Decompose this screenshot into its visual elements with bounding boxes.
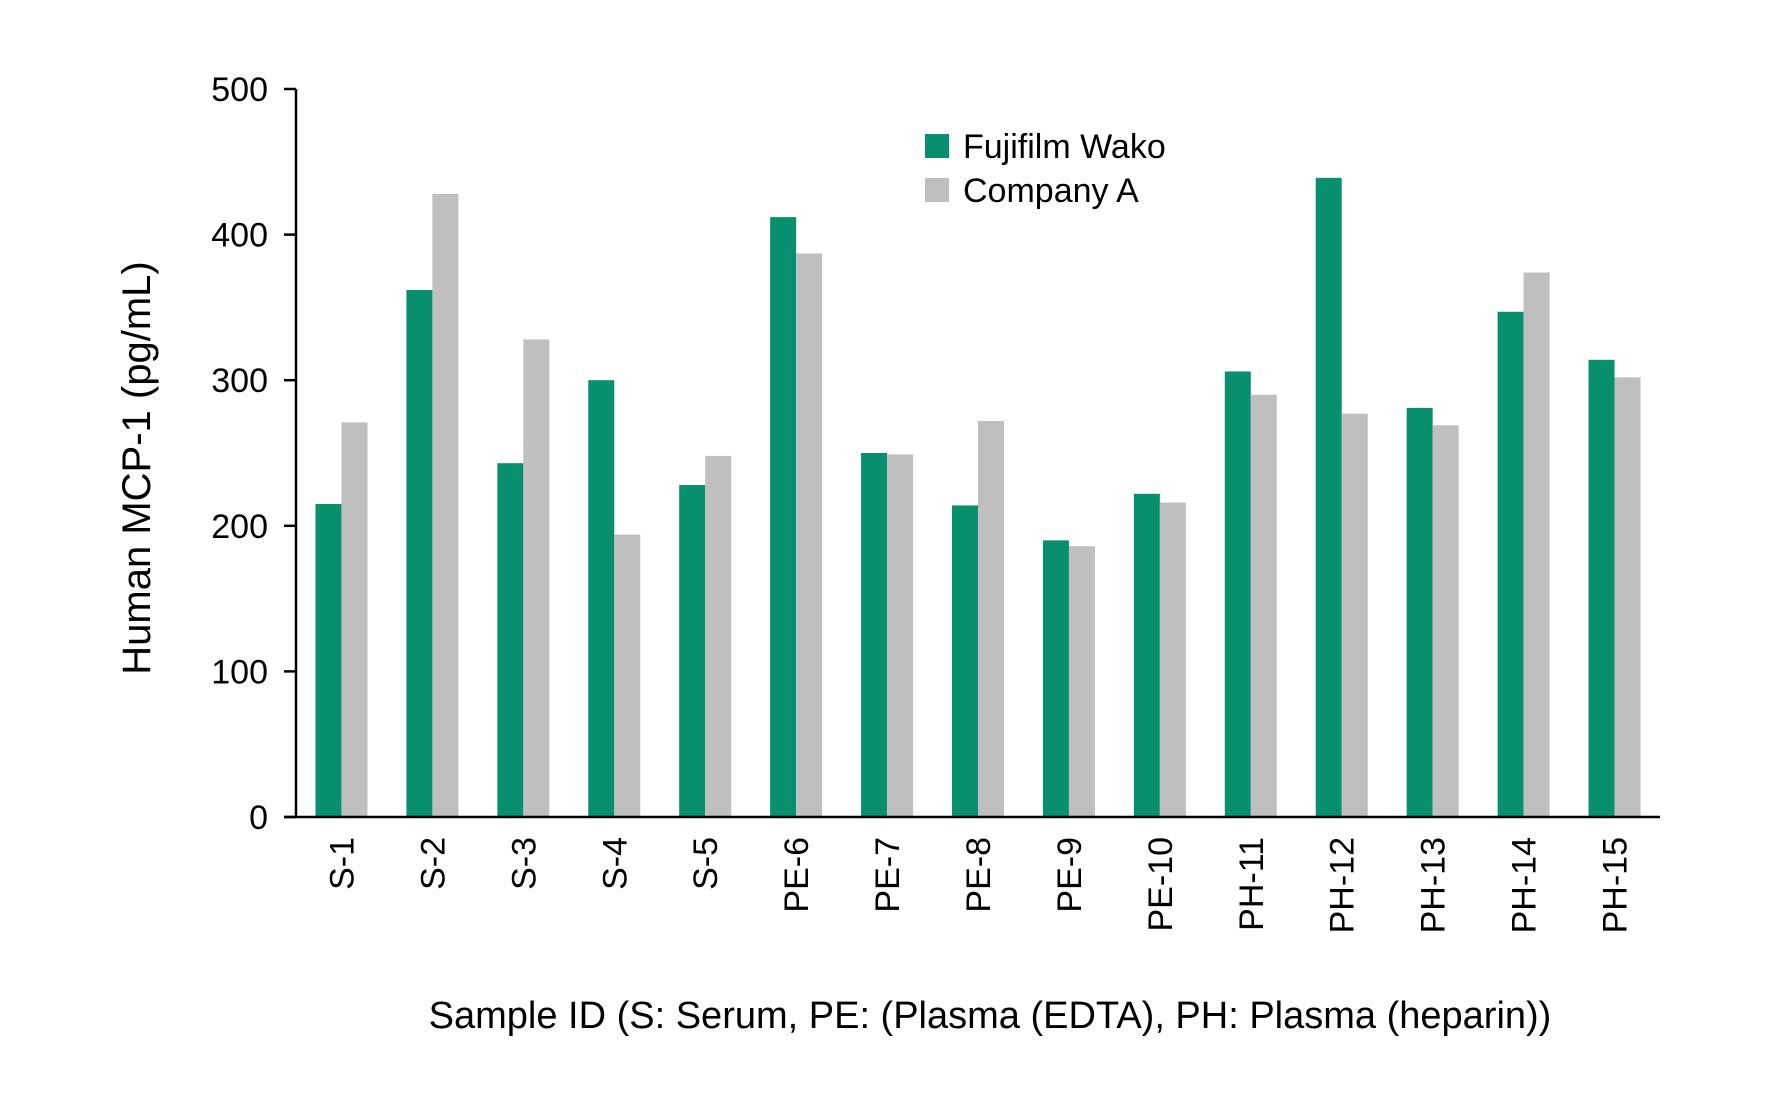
legend-swatch-company-a bbox=[925, 178, 949, 202]
x-axis-tick-labels: S-1 S-2 S-3 S-4 S-5 PE-6 PE-7 PE-8 PE-9 PE-10 PH-1… bbox=[323, 837, 1634, 933]
y-axis-ticks: 0 100 200 300 400 500 bbox=[211, 71, 296, 837]
y-tick-label: 500 bbox=[211, 71, 268, 109]
x-tick-label: S-5 bbox=[687, 837, 725, 890]
y-tick-label: 0 bbox=[249, 799, 268, 837]
bar-fujifilm-wako-pe-7 bbox=[861, 453, 888, 817]
bar-fujifilm-wako-s-3 bbox=[497, 463, 524, 817]
y-tick-label: 200 bbox=[211, 508, 268, 546]
legend: Fujifilm Wako Company A bbox=[925, 128, 1166, 210]
legend-label-company-a: Company A bbox=[963, 172, 1139, 210]
y-tick-label: 300 bbox=[211, 362, 268, 400]
bar-fujifilm-wako-pe-9 bbox=[1042, 540, 1069, 817]
bar-company-a-pe-9 bbox=[1068, 546, 1095, 817]
bar-company-a-s-5 bbox=[705, 455, 732, 817]
bar-company-a-s-1 bbox=[341, 422, 368, 817]
x-tick-label: PE-6 bbox=[778, 837, 816, 913]
bar-company-a-ph-12 bbox=[1341, 413, 1368, 817]
bar-company-a-s-2 bbox=[432, 193, 459, 817]
y-tick-label: 400 bbox=[211, 217, 268, 255]
bar-company-a-ph-14 bbox=[1523, 272, 1550, 817]
x-tick-label: S-2 bbox=[414, 837, 452, 890]
bar-fujifilm-wako-ph-12 bbox=[1315, 177, 1342, 818]
bar-fujifilm-wako-pe-10 bbox=[1133, 493, 1160, 817]
y-axis-title: Human MCP-1 (pg/mL) bbox=[115, 261, 159, 674]
x-tick-label: PH-13 bbox=[1415, 837, 1453, 933]
bar-company-a-s-4 bbox=[614, 534, 641, 817]
bars bbox=[315, 177, 1641, 818]
bar-fujifilm-wako-ph-15 bbox=[1588, 359, 1615, 817]
bar-company-a-ph-13 bbox=[1432, 425, 1459, 817]
bar-fujifilm-wako-s-5 bbox=[679, 485, 706, 817]
bar-fujifilm-wako-ph-14 bbox=[1497, 311, 1524, 817]
y-tick-label: 100 bbox=[211, 653, 268, 691]
x-tick-label: S-1 bbox=[323, 837, 361, 890]
x-tick-label: PH-15 bbox=[1597, 837, 1635, 933]
x-tick-label: PE-9 bbox=[1051, 837, 1089, 913]
x-tick-label: PE-10 bbox=[1142, 837, 1180, 932]
x-tick-label: PE-7 bbox=[869, 837, 907, 913]
bar-fujifilm-wako-ph-13 bbox=[1406, 407, 1433, 817]
bar-fujifilm-wako-s-4 bbox=[588, 380, 615, 817]
legend-label-fujifilm-wako: Fujifilm Wako bbox=[963, 128, 1166, 166]
x-axis-title: Sample ID (S: Serum, PE: (Plasma (EDTA),… bbox=[429, 995, 1552, 1037]
bar-company-a-ph-15 bbox=[1614, 377, 1641, 817]
bar-company-a-pe-7 bbox=[887, 454, 914, 817]
x-tick-label: PH-11 bbox=[1233, 837, 1271, 931]
bar-company-a-s-3 bbox=[523, 339, 550, 817]
bar-fujifilm-wako-s-1 bbox=[315, 503, 342, 817]
bar-company-a-pe-6 bbox=[796, 253, 823, 817]
bar-company-a-ph-11 bbox=[1250, 394, 1277, 817]
x-tick-label: PH-14 bbox=[1506, 837, 1544, 933]
bar-fujifilm-wako-pe-6 bbox=[770, 217, 797, 818]
legend-swatch-fujifilm-wako bbox=[925, 134, 949, 158]
x-tick-label: PH-12 bbox=[1324, 837, 1362, 933]
x-tick-label: PE-8 bbox=[960, 837, 998, 913]
x-tick-label: S-3 bbox=[505, 837, 543, 890]
bar-company-a-pe-10 bbox=[1159, 502, 1186, 817]
bar-fujifilm-wako-s-2 bbox=[406, 289, 433, 818]
bar-fujifilm-wako-pe-8 bbox=[952, 505, 978, 817]
bar-fujifilm-wako-ph-11 bbox=[1224, 371, 1251, 817]
x-tick-label: S-4 bbox=[596, 837, 634, 890]
bar-company-a-pe-8 bbox=[978, 420, 1004, 817]
